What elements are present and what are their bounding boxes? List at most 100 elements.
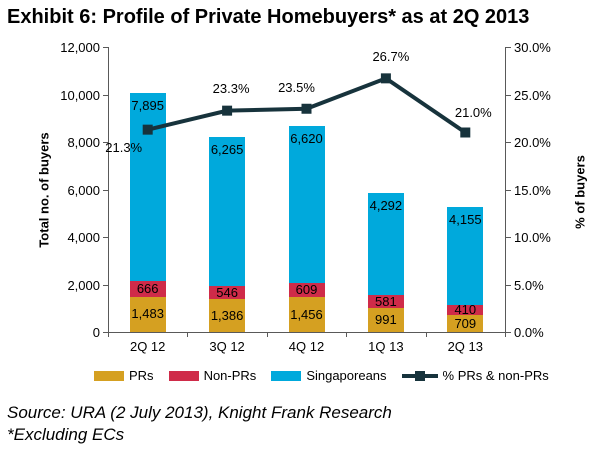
- right-axis-tick-label: 25.0%: [514, 87, 551, 103]
- legend-label: % PRs & non-PRs: [442, 368, 549, 383]
- legend-item: Non-PRs: [168, 368, 257, 383]
- bar-segment: [209, 286, 246, 300]
- right-axis-tickmark: [506, 142, 511, 143]
- x-axis-tickmark: [505, 332, 506, 337]
- bar-segment: [367, 294, 404, 309]
- left-axis-tickmark: [103, 189, 108, 191]
- right-axis-line: [505, 47, 506, 333]
- category-label: 2Q 12: [129, 339, 166, 354]
- x-axis-tickmark: [108, 332, 109, 337]
- line-marker: [460, 127, 471, 138]
- bar-segment: [288, 297, 325, 332]
- bar-segment: [129, 280, 166, 297]
- left-axis-tick-label: 0: [92, 325, 100, 340]
- left-axis-tick-label: 10,000: [60, 87, 100, 103]
- note-line: *Excluding ECs: [7, 425, 125, 444]
- bar-segment: [447, 206, 484, 306]
- bar-value-label: 666: [136, 280, 159, 296]
- line-value-label: 26.7%: [372, 49, 410, 65]
- right-axis-tickmark: [506, 47, 511, 48]
- bar-value-label: 991: [375, 312, 397, 328]
- legend-swatch: [168, 370, 199, 381]
- line-value-label: 21.0%: [454, 104, 492, 120]
- line-marker: [380, 73, 391, 84]
- source-line: Source: URA (2 July 2013), Knight Frank …: [7, 403, 392, 422]
- right-axis-tick-label: 0.0%: [514, 325, 544, 340]
- bar-value-label: 709: [454, 315, 477, 331]
- bar-segment: [288, 282, 325, 298]
- left-axis-tickmark: [103, 142, 108, 143]
- bar-segment: [129, 93, 166, 281]
- line-value-label: 23.5%: [278, 79, 315, 95]
- line-value-label: 21.3%: [105, 139, 143, 155]
- legend: PRs Non-PRs Singaporeans % PRs & non-PRs: [94, 368, 549, 383]
- left-axis-line: [108, 47, 109, 333]
- bar-segment: [209, 299, 246, 332]
- bar-value-label: 4,155: [449, 211, 482, 227]
- legend-label: Non-PRs: [203, 368, 257, 383]
- bar-value-label: 546: [216, 284, 238, 300]
- bar-value-label: 1,386: [210, 307, 244, 323]
- x-axis-tickmark: [425, 332, 427, 337]
- bar-segment: [447, 305, 484, 316]
- left-axis-tickmark: [103, 332, 108, 333]
- category-label: 3Q 12: [209, 339, 245, 354]
- left-axis-tickmark: [103, 284, 108, 286]
- line-marker: [301, 103, 312, 114]
- legend-item: % PRs & non-PRs: [401, 368, 549, 383]
- left-axis-tick-label: 4,000: [67, 230, 100, 245]
- bar-value-label: 1,483: [131, 306, 164, 322]
- line-marker: [222, 105, 233, 116]
- bar-value-label: 410: [454, 302, 477, 318]
- x-axis-tickmark: [346, 332, 348, 337]
- legend-swatch: [271, 370, 302, 381]
- chart-title: Exhibit 6: Profile of Private Homebuyers…: [7, 6, 530, 28]
- category-label: 1Q 13: [368, 339, 404, 354]
- line-value-label: 23.3%: [212, 80, 250, 96]
- right-axis-tick-label: 15.0%: [514, 182, 551, 198]
- bar-value-label: 6,620: [290, 130, 323, 146]
- right-axis-tick-label: 20.0%: [514, 135, 551, 150]
- left-axis-tickmark: [103, 94, 108, 96]
- bottom-axis-line: [108, 332, 506, 333]
- legend-item: PRs: [94, 368, 154, 383]
- right-axis-tickmark: [506, 189, 511, 191]
- left-axis-tick-label: 8,000: [67, 135, 100, 150]
- left-axis-tickmark: [103, 47, 108, 48]
- x-axis-tickmark: [266, 332, 268, 337]
- category-label: 2Q 13: [447, 339, 483, 354]
- left-axis-tickmark: [103, 237, 108, 238]
- bar-segment: [447, 315, 484, 332]
- legend-label: PRs: [129, 368, 154, 383]
- right-axis-tick-label: 5.0%: [514, 277, 544, 293]
- right-axis-tickmark: [506, 332, 511, 333]
- bar-value-label: 6,265: [210, 142, 244, 158]
- right-axis-tick-label: 10.0%: [514, 230, 551, 245]
- bar-segment: [288, 125, 325, 283]
- legend-label: Singaporeans: [306, 368, 387, 383]
- right-axis-tickmark: [506, 94, 511, 96]
- left-axis-tick-label: 2,000: [67, 277, 100, 293]
- legend-line-swatch: [401, 370, 438, 381]
- right-axis-tick-label: 30.0%: [514, 40, 551, 55]
- bar-value-label: 7,895: [131, 98, 164, 114]
- bar-segment: [129, 296, 166, 332]
- legend-swatch: [94, 370, 124, 381]
- left-axis-tick-label: 12,000: [60, 40, 100, 55]
- bar-value-label: 1,456: [290, 306, 323, 322]
- bar-value-label: 581: [375, 293, 397, 309]
- x-axis-tickmark: [187, 332, 189, 337]
- right-axis-tickmark: [506, 237, 511, 238]
- legend-item: Singaporeans: [271, 368, 387, 383]
- bar-segment: [209, 137, 246, 287]
- bar-value-label: 609: [295, 282, 318, 298]
- right-axis-tickmark: [506, 284, 511, 286]
- bar-segment: [367, 192, 404, 295]
- bar-value-label: 4,292: [369, 197, 403, 213]
- source-block: Source: URA (2 July 2013), Knight Frank …: [7, 402, 392, 446]
- category-label: 4Q 12: [288, 339, 325, 354]
- left-axis-tick-label: 6,000: [67, 182, 100, 198]
- bar-segment: [367, 308, 404, 332]
